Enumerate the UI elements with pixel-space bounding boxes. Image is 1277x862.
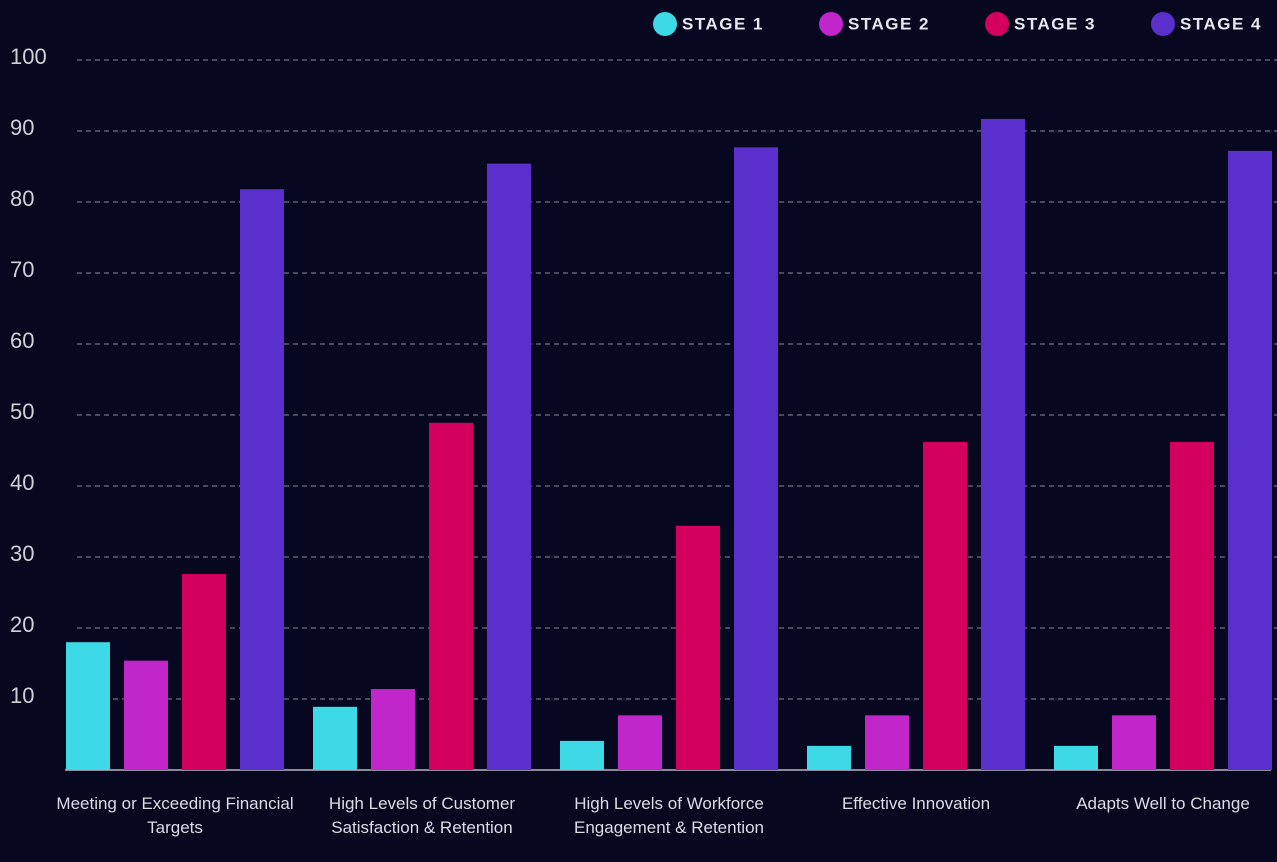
x-tick-label: Meeting or Exceeding Financial Targets	[56, 794, 294, 837]
legend-label: STAGE 2	[848, 14, 930, 33]
y-tick-label: 20	[10, 612, 34, 637]
y-tick-label: 100	[10, 44, 47, 69]
x-tick-label: High Levels of Customer Satisfaction & R…	[328, 794, 516, 837]
bar	[124, 660, 168, 770]
y-tick-label: 60	[10, 328, 34, 353]
bar	[66, 642, 110, 770]
x-tick-label: High Levels of Workforce Engagement & Re…	[574, 794, 764, 837]
bar	[807, 745, 851, 770]
bar	[865, 715, 909, 770]
legend-label: STAGE 3	[1014, 14, 1096, 33]
bar	[560, 740, 604, 770]
bar	[676, 525, 720, 770]
legend-swatch	[1151, 12, 1175, 36]
bar	[1228, 150, 1272, 770]
x-tick-label: Effective Innovation	[841, 794, 991, 813]
bar	[182, 574, 226, 770]
bar	[1112, 715, 1156, 770]
y-tick-label: 30	[10, 541, 34, 566]
y-tick-label: 80	[10, 186, 34, 211]
legend-label: STAGE 1	[682, 14, 764, 33]
bar	[240, 189, 284, 771]
y-tick-label: 10	[10, 683, 34, 708]
y-tick-label: 50	[10, 399, 34, 424]
y-tick-label: 70	[10, 257, 34, 282]
legend-swatch	[985, 12, 1009, 36]
y-tick-label: 40	[10, 470, 34, 495]
bar	[1054, 745, 1098, 770]
bar	[734, 147, 778, 770]
legend-swatch	[653, 12, 677, 36]
x-tick-label: Adapts Well to Change	[1076, 794, 1250, 813]
bar	[429, 422, 473, 770]
bar	[313, 706, 357, 770]
legend-label: STAGE 4	[1180, 14, 1262, 33]
bar	[923, 441, 967, 770]
bar	[487, 163, 531, 770]
bar	[1170, 441, 1214, 770]
y-tick-label: 90	[10, 115, 34, 140]
bar	[618, 715, 662, 770]
bar	[371, 689, 415, 770]
legend-swatch	[819, 12, 843, 36]
bar	[981, 118, 1025, 771]
